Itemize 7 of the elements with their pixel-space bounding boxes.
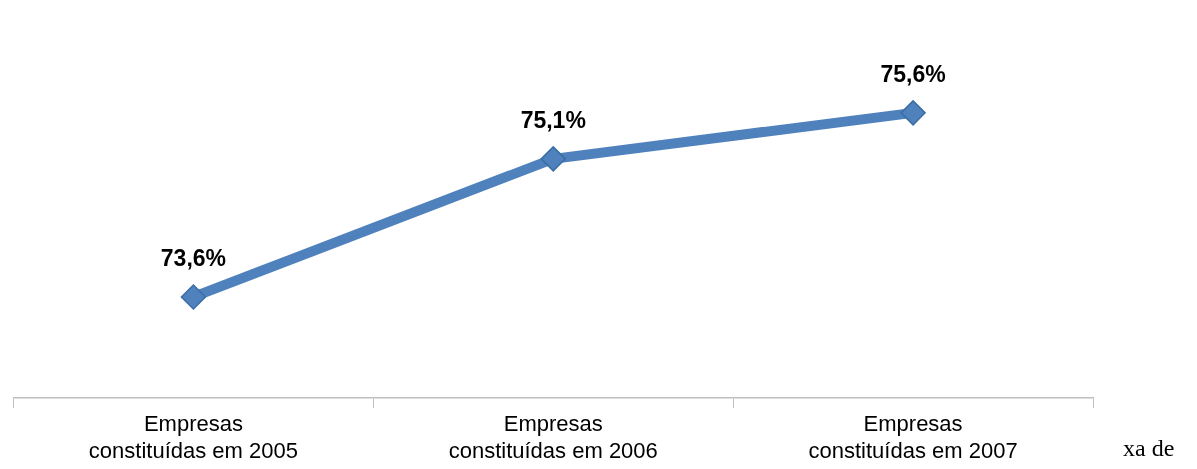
text: xa de (1123, 435, 1175, 461)
x-tick-label: Empresas constituídas em 2007 (808, 411, 1018, 463)
x-tick-label: Empresas constituídas em 2006 (448, 411, 658, 463)
data-label: 75,6% (880, 60, 946, 87)
data-label: 75,1% (520, 106, 586, 133)
data-label: 73,6% (160, 244, 227, 271)
x-tick-label: Empresas constituídas em 2005 (88, 411, 298, 463)
